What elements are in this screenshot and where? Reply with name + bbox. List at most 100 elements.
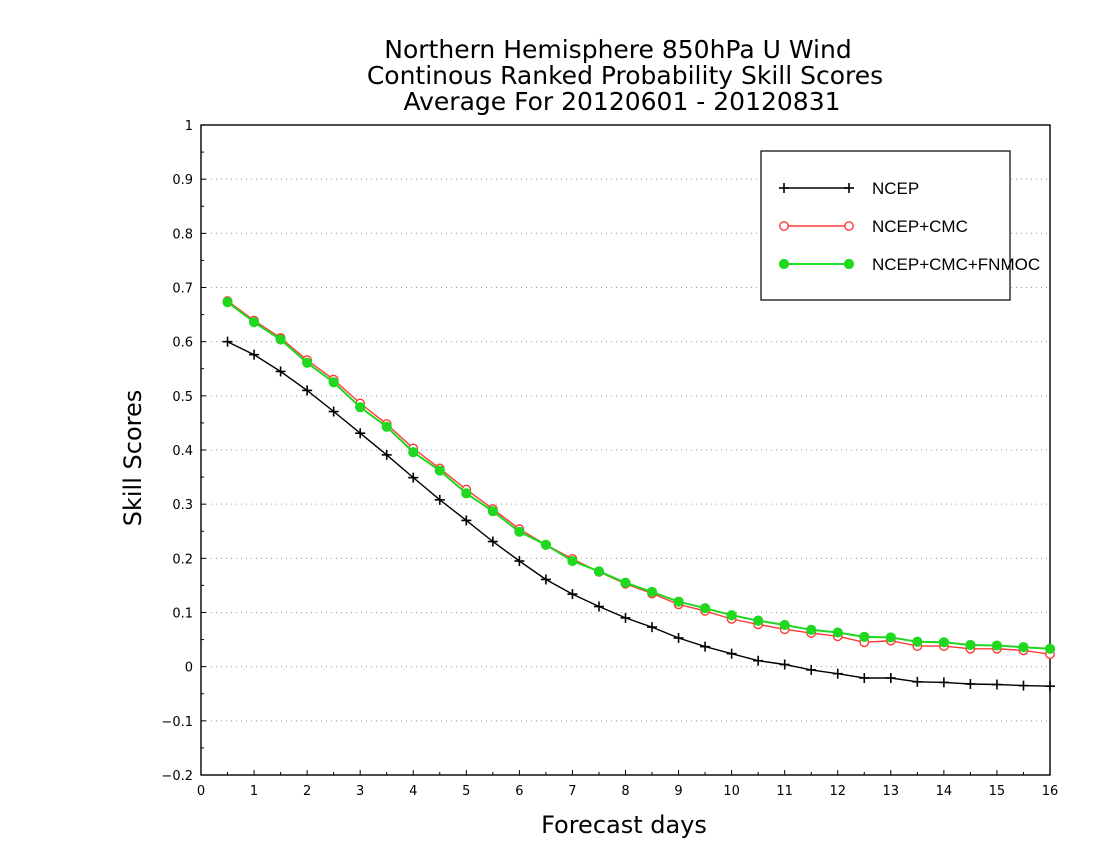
series-line	[226, 301, 1051, 650]
data-point	[1018, 680, 1029, 691]
x-axis-label: Forecast days	[541, 811, 707, 839]
data-point	[249, 349, 260, 360]
y-tick-label: 0.4	[172, 444, 193, 459]
data-point	[779, 619, 790, 631]
legend-label: NCEP+CMC	[872, 217, 968, 236]
y-tick-label: 1	[185, 119, 193, 134]
legend: NCEP NCEP+CMC NCEP+CMC+FNMOC	[760, 150, 1040, 301]
data-point	[806, 624, 817, 635]
y-tick-label: 0.9	[172, 173, 193, 188]
y-axis-label: Skill Scores	[119, 390, 147, 527]
x-tick-label: 4	[409, 784, 417, 799]
data-point	[620, 577, 631, 588]
legend-entry: NCEP	[779, 179, 919, 198]
data-point	[885, 673, 896, 684]
data-point	[912, 676, 923, 687]
data-point	[991, 679, 1002, 690]
x-tick-label: 2	[303, 784, 311, 799]
legend-entry: NCEP+CMC	[779, 217, 968, 236]
x-tick-label: 10	[723, 784, 740, 799]
data-point	[991, 640, 1003, 651]
data-point	[938, 677, 949, 688]
data-point	[408, 447, 419, 458]
x-tick-label: 13	[883, 784, 900, 799]
data-point	[381, 421, 392, 432]
y-axis-ticks: −0.2 −0.1 0 0.1 0.2 0.3 0.4 0.5 0.6 0.7 0.8 0.9 1	[161, 119, 206, 784]
y-tick-label: 0.3	[172, 498, 193, 513]
data-point	[302, 357, 313, 368]
title-line-3: Average For 20120601 - 20120831	[403, 87, 840, 116]
data-point	[673, 632, 684, 643]
data-point	[832, 668, 843, 679]
y-tick-label: 0.1	[172, 607, 193, 622]
data-point	[1045, 681, 1055, 692]
y-tick-label: 0	[185, 661, 193, 676]
y-tick-label: 0.8	[172, 227, 193, 242]
series-ncep	[222, 336, 1055, 692]
x-tick-label: 0	[197, 784, 205, 799]
data-point	[593, 601, 604, 612]
data-point	[647, 622, 658, 633]
data-point	[700, 641, 711, 652]
data-point	[673, 596, 684, 607]
legend-marker	[844, 221, 854, 231]
series-line	[227, 300, 1051, 655]
data-point	[567, 589, 578, 600]
x-tick-label: 16	[1042, 784, 1059, 799]
data-point	[540, 574, 551, 585]
series-line	[227, 341, 1051, 687]
data-point	[248, 317, 260, 328]
data-point	[753, 655, 764, 666]
data-point	[593, 566, 605, 577]
data-point	[434, 494, 445, 505]
chart-title: Northern Hemisphere 850hPa U Wind Contin…	[367, 35, 883, 116]
x-tick-label: 5	[462, 784, 470, 799]
data-point	[859, 673, 870, 684]
data-point	[567, 555, 578, 567]
legend-marker	[778, 258, 790, 270]
data-point	[355, 428, 366, 439]
legend-entry: NCEP+CMC+FNMOC	[778, 255, 1040, 274]
data-point	[514, 526, 525, 537]
legend-marker	[779, 183, 789, 193]
data-point	[699, 603, 711, 614]
y-tick-label: 0.2	[172, 552, 193, 567]
data-point	[806, 664, 817, 675]
data-point	[328, 406, 339, 417]
data-point	[381, 449, 392, 460]
data-point	[275, 334, 286, 345]
y-tick-label: 0.7	[172, 282, 193, 297]
x-tick-label: 12	[829, 784, 846, 799]
y-tick-label: 0.6	[172, 336, 193, 351]
data-point	[779, 659, 790, 670]
data-point	[540, 539, 552, 550]
legend-label: NCEP	[872, 179, 919, 198]
x-axis-ticks: 0 1 2 3 4 5 6 7 8 9 10 11 12 13 14 15 16	[197, 770, 1058, 799]
data-point	[753, 615, 764, 626]
data-point	[1018, 642, 1029, 653]
title-line-2: Continous Ranked Probability Skill Score…	[367, 61, 883, 90]
x-tick-label: 3	[356, 784, 364, 799]
series-layer	[222, 296, 1056, 692]
data-point	[938, 637, 949, 648]
data-point	[434, 465, 445, 476]
series-ncep-cmc	[222, 296, 1055, 660]
legend-marker	[779, 221, 789, 231]
data-point	[646, 586, 658, 598]
x-tick-label: 11	[776, 784, 793, 799]
x-tick-label: 15	[989, 784, 1006, 799]
data-point	[885, 632, 896, 643]
x-tick-label: 7	[568, 784, 576, 799]
data-point	[620, 612, 631, 623]
data-point	[275, 366, 286, 377]
data-point	[912, 636, 923, 647]
data-point	[726, 610, 737, 621]
data-point	[965, 679, 976, 689]
data-point	[487, 506, 498, 517]
title-line-1: Northern Hemisphere 850hPa U Wind	[384, 35, 851, 64]
legend-label: NCEP+CMC+FNMOC	[872, 255, 1040, 274]
data-point	[726, 648, 737, 659]
x-tick-label: 1	[250, 784, 258, 799]
data-point	[461, 488, 472, 499]
